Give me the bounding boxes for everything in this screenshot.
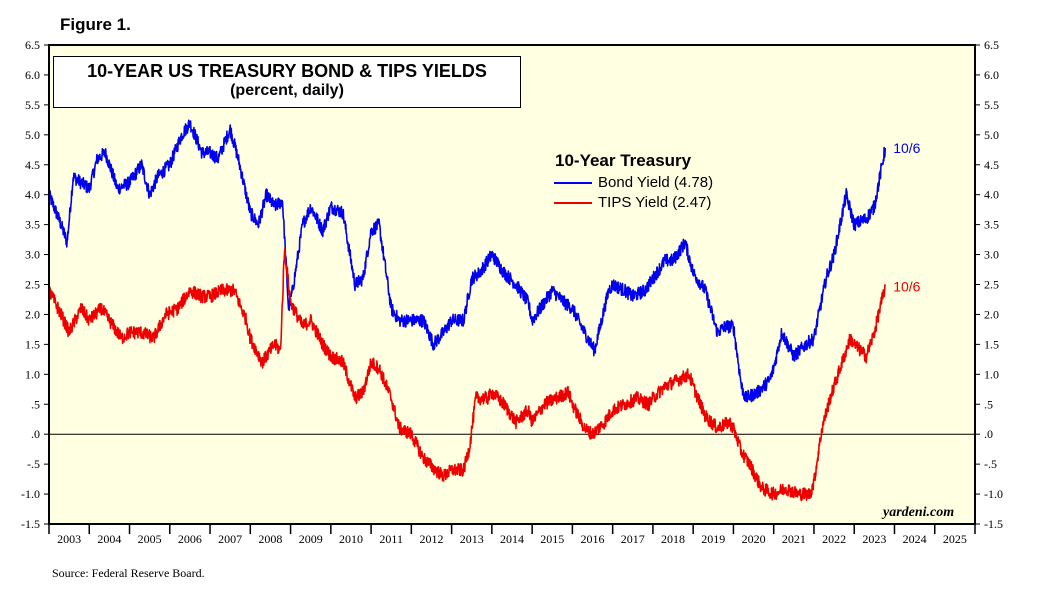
tips-end-label: 10/6	[893, 278, 920, 294]
legend-label-tips: TIPS Yield (2.47)	[598, 194, 712, 211]
x-tick-label: 2012	[419, 532, 443, 546]
legend-item-bond: Bond Yield (4.78)	[554, 174, 713, 191]
y-tick-label-left: .0	[31, 427, 40, 441]
y-tick-label-left: 3.0	[25, 248, 40, 262]
x-tick-label: 2010	[339, 532, 363, 546]
y-tick-label-right: 1.5	[984, 337, 999, 351]
x-tick-label: 2007	[218, 532, 242, 546]
y-tick-label-left: 6.0	[25, 68, 40, 82]
bond-end-label: 10/6	[893, 140, 920, 156]
y-tick-label-left: -1.5	[21, 517, 40, 531]
legend-swatch-bond	[554, 181, 592, 184]
legend-item-tips: TIPS Yield (2.47)	[554, 194, 711, 211]
x-tick-label: 2008	[258, 532, 282, 546]
x-tick-label: 2004	[97, 532, 121, 546]
x-tick-label: 2015	[540, 532, 564, 546]
x-tick-label: 2017	[621, 532, 645, 546]
x-tick-label: 2006	[178, 532, 202, 546]
tips-yield-line	[48, 247, 886, 502]
x-tick-label: 2025	[943, 532, 967, 546]
figure-label: Figure 1.	[60, 15, 131, 34]
source-note: Source: Federal Reserve Board.	[52, 566, 205, 580]
x-tick-label: 2009	[299, 532, 323, 546]
watermark: yardeni.com	[883, 505, 955, 520]
y-tick-label-left: -.5	[27, 457, 40, 471]
y-tick-label-right: -1.0	[984, 487, 1003, 501]
y-tick-label-right: 2.0	[984, 307, 999, 321]
legend-label-bond: Bond Yield (4.78)	[598, 174, 714, 191]
legend-swatch-tips	[554, 201, 592, 204]
y-tick-label-left: 2.5	[25, 278, 40, 292]
x-tick-label: 2022	[822, 532, 846, 546]
x-tick-label: 2024	[903, 532, 927, 546]
y-tick-label-right: 5.5	[984, 98, 999, 112]
chart-subtitle: (percent, daily)	[230, 82, 344, 99]
x-tick-label: 2018	[661, 532, 685, 546]
chart-title: 10-YEAR US TREASURY BOND & TIPS YIELDS	[87, 61, 487, 81]
x-tick-label: 2021	[782, 532, 806, 546]
y-tick-label-right: 1.0	[984, 367, 999, 381]
y-tick-label-right: 5.0	[984, 128, 999, 142]
x-tick-label: 2005	[138, 532, 162, 546]
y-tick-label-left: 5.5	[25, 98, 40, 112]
x-tick-label: 2023	[862, 532, 886, 546]
y-tick-label-left: -1.0	[21, 487, 40, 501]
y-tick-label-left: 4.0	[25, 188, 40, 202]
y-tick-label-left: .5	[31, 397, 40, 411]
legend-title: 10-Year Treasury	[555, 151, 692, 170]
x-tick-label: 2016	[581, 532, 605, 546]
y-tick-label-right: .5	[984, 397, 993, 411]
y-tick-label-left: 1.5	[25, 337, 40, 351]
y-tick-label-right: 4.5	[984, 158, 999, 172]
y-tick-label-right: 2.5	[984, 278, 999, 292]
bond-yield-line	[48, 119, 886, 403]
y-tick-label-right: 3.5	[984, 218, 999, 232]
y-tick-label-left: 1.0	[25, 367, 40, 381]
x-tick-label: 2013	[460, 532, 484, 546]
x-tick-label: 2020	[742, 532, 766, 546]
y-tick-label-right: -.5	[984, 457, 997, 471]
x-tick-label: 2019	[701, 532, 725, 546]
chart-title-box: 10-YEAR US TREASURY BOND & TIPS YIELDS (…	[53, 56, 521, 108]
x-tick-label: 2014	[500, 532, 524, 546]
y-tick-label-right: 4.0	[984, 188, 999, 202]
y-tick-label-left: 3.5	[25, 218, 40, 232]
y-tick-label-right: 6.0	[984, 68, 999, 82]
y-tick-label-right: 3.0	[984, 248, 999, 262]
y-tick-label-right: .0	[984, 427, 993, 441]
y-tick-label-left: 6.5	[25, 38, 40, 52]
plot-area	[49, 45, 975, 524]
x-tick-label: 2003	[57, 532, 81, 546]
y-tick-label-right: 6.5	[984, 38, 999, 52]
y-tick-label-right: -1.5	[984, 517, 1003, 531]
y-tick-label-left: 4.5	[25, 158, 40, 172]
y-tick-label-left: 5.0	[25, 128, 40, 142]
x-tick-label: 2011	[379, 532, 403, 546]
y-tick-label-left: 2.0	[25, 307, 40, 321]
